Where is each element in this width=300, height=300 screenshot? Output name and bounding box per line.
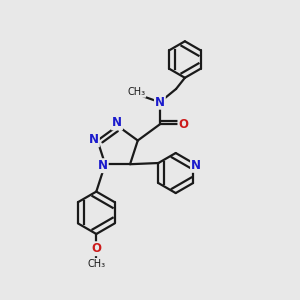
Text: O: O: [91, 242, 101, 255]
Text: CH₃: CH₃: [87, 259, 105, 269]
Text: N: N: [155, 96, 165, 109]
Text: N: N: [112, 116, 122, 129]
Text: CH₃: CH₃: [127, 87, 146, 97]
Text: O: O: [178, 118, 188, 131]
Text: N: N: [89, 134, 99, 146]
Text: N: N: [191, 159, 201, 172]
Text: N: N: [98, 159, 108, 172]
